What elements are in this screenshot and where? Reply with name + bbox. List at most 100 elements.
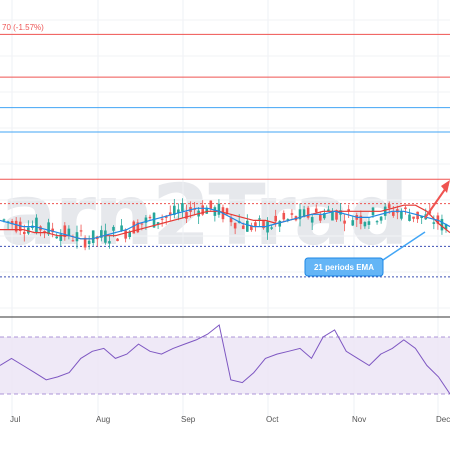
candle-body-25 bbox=[104, 230, 107, 243]
candle-body-33 bbox=[136, 222, 140, 233]
candle-body-14 bbox=[59, 234, 63, 241]
candle-body-44 bbox=[181, 203, 184, 212]
candle-body-51 bbox=[209, 200, 213, 209]
candle-body-20 bbox=[83, 237, 87, 248]
rsi-band bbox=[0, 337, 450, 394]
candle-body-57 bbox=[233, 222, 237, 229]
candle-body-8 bbox=[35, 217, 38, 233]
candle-body-27 bbox=[112, 226, 115, 231]
candle-body-86 bbox=[351, 220, 355, 226]
candle-body-93 bbox=[379, 216, 383, 221]
candle-body-50 bbox=[205, 207, 209, 214]
candle-body-36 bbox=[148, 216, 152, 219]
candle-body-10 bbox=[43, 231, 46, 233]
candle-body-16 bbox=[67, 228, 71, 236]
candle-body-64 bbox=[262, 221, 265, 229]
candle-body-77 bbox=[314, 208, 318, 213]
candle-body-82 bbox=[335, 210, 338, 220]
candle-body-73 bbox=[298, 209, 302, 220]
candle-body-95 bbox=[387, 204, 391, 209]
candle-body-56 bbox=[229, 217, 233, 223]
candle-body-61 bbox=[250, 225, 253, 231]
horizontal-levels bbox=[0, 33, 450, 278]
ema-red-line bbox=[0, 204, 450, 240]
candle-body-12 bbox=[51, 228, 54, 233]
candle-body-106 bbox=[432, 222, 436, 224]
candle-body-34 bbox=[140, 223, 144, 225]
red-arrow bbox=[424, 180, 450, 219]
candles-layer bbox=[2, 198, 448, 251]
candle-body-100 bbox=[408, 214, 411, 221]
x-label-dec: Dec bbox=[436, 415, 450, 424]
candle-body-90 bbox=[367, 221, 371, 225]
candle-body-19 bbox=[79, 230, 83, 232]
candle-body-43 bbox=[177, 209, 180, 214]
ema-blue-line bbox=[0, 207, 450, 240]
ema-lines bbox=[0, 204, 450, 240]
candle-body-31 bbox=[128, 231, 132, 238]
candle-body-21 bbox=[87, 240, 91, 244]
candle-body-17 bbox=[71, 240, 75, 242]
candle-body-15 bbox=[63, 225, 67, 237]
x-label-jul: Jul bbox=[10, 415, 20, 424]
candle-body-70 bbox=[286, 219, 290, 221]
candle-body-13 bbox=[55, 236, 59, 239]
candle-body-39 bbox=[160, 218, 164, 220]
x-label-oct: Oct bbox=[266, 415, 279, 424]
candle-body-85 bbox=[347, 209, 350, 212]
candle-body-88 bbox=[359, 215, 363, 224]
candle-body-80 bbox=[327, 209, 330, 211]
candle-body-5 bbox=[22, 231, 26, 235]
candle-body-62 bbox=[254, 222, 257, 227]
candle-body-98 bbox=[400, 211, 403, 219]
candle-body-74 bbox=[302, 209, 306, 217]
candle-body-22 bbox=[91, 230, 95, 244]
top-note: 70 (-1.57%) bbox=[2, 23, 44, 32]
candle-body-96 bbox=[391, 211, 395, 216]
candle-body-67 bbox=[274, 215, 277, 222]
candle-body-99 bbox=[404, 207, 407, 210]
candle-body-29 bbox=[120, 225, 123, 231]
candle-body-107 bbox=[436, 215, 440, 224]
candle-body-32 bbox=[132, 221, 136, 234]
ema-annotation: 21 periods EMA bbox=[304, 231, 426, 277]
x-label-sep: Sep bbox=[181, 415, 196, 424]
candle-body-79 bbox=[323, 213, 326, 219]
candle-body-3 bbox=[14, 220, 18, 232]
candle-body-37 bbox=[152, 212, 156, 228]
candle-body-76 bbox=[310, 217, 314, 223]
ema-label-box bbox=[304, 257, 384, 277]
candle-body-53 bbox=[217, 203, 221, 215]
candle-body-59 bbox=[241, 225, 245, 229]
x-label-nov: Nov bbox=[352, 415, 366, 424]
candle-body-65 bbox=[266, 221, 269, 233]
candle-body-108 bbox=[440, 218, 444, 231]
candle-body-0 bbox=[2, 219, 6, 221]
candle-body-40 bbox=[164, 215, 168, 218]
candle-body-84 bbox=[343, 220, 346, 224]
candle-body-94 bbox=[383, 206, 387, 216]
candle-body-60 bbox=[246, 220, 249, 232]
candle-body-42 bbox=[173, 205, 176, 216]
candle-body-28 bbox=[116, 238, 119, 242]
candle-body-89 bbox=[363, 222, 367, 227]
candle-body-78 bbox=[318, 215, 322, 221]
candle-body-101 bbox=[412, 216, 415, 219]
candle-body-68 bbox=[278, 220, 282, 227]
candle-body-45 bbox=[185, 212, 188, 219]
candle-body-63 bbox=[258, 218, 261, 220]
candle-body-2 bbox=[10, 220, 14, 225]
x-axis-labels: Jul Aug Sep Oct Nov Dec bbox=[10, 415, 450, 424]
candle-body-35 bbox=[144, 217, 148, 223]
candle-body-38 bbox=[156, 222, 160, 225]
candle-body-11 bbox=[47, 222, 50, 235]
candle-body-49 bbox=[201, 205, 204, 215]
candle-body-24 bbox=[100, 230, 103, 238]
candle-body-81 bbox=[331, 211, 334, 221]
candle-body-71 bbox=[290, 213, 294, 215]
candle-body-41 bbox=[168, 212, 172, 216]
candle-body-18 bbox=[75, 232, 79, 242]
rsi-line bbox=[0, 324, 450, 395]
chart-grid bbox=[0, 0, 450, 420]
